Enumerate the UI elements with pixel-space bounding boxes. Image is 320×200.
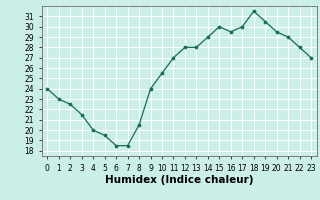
X-axis label: Humidex (Indice chaleur): Humidex (Indice chaleur) xyxy=(105,175,253,185)
